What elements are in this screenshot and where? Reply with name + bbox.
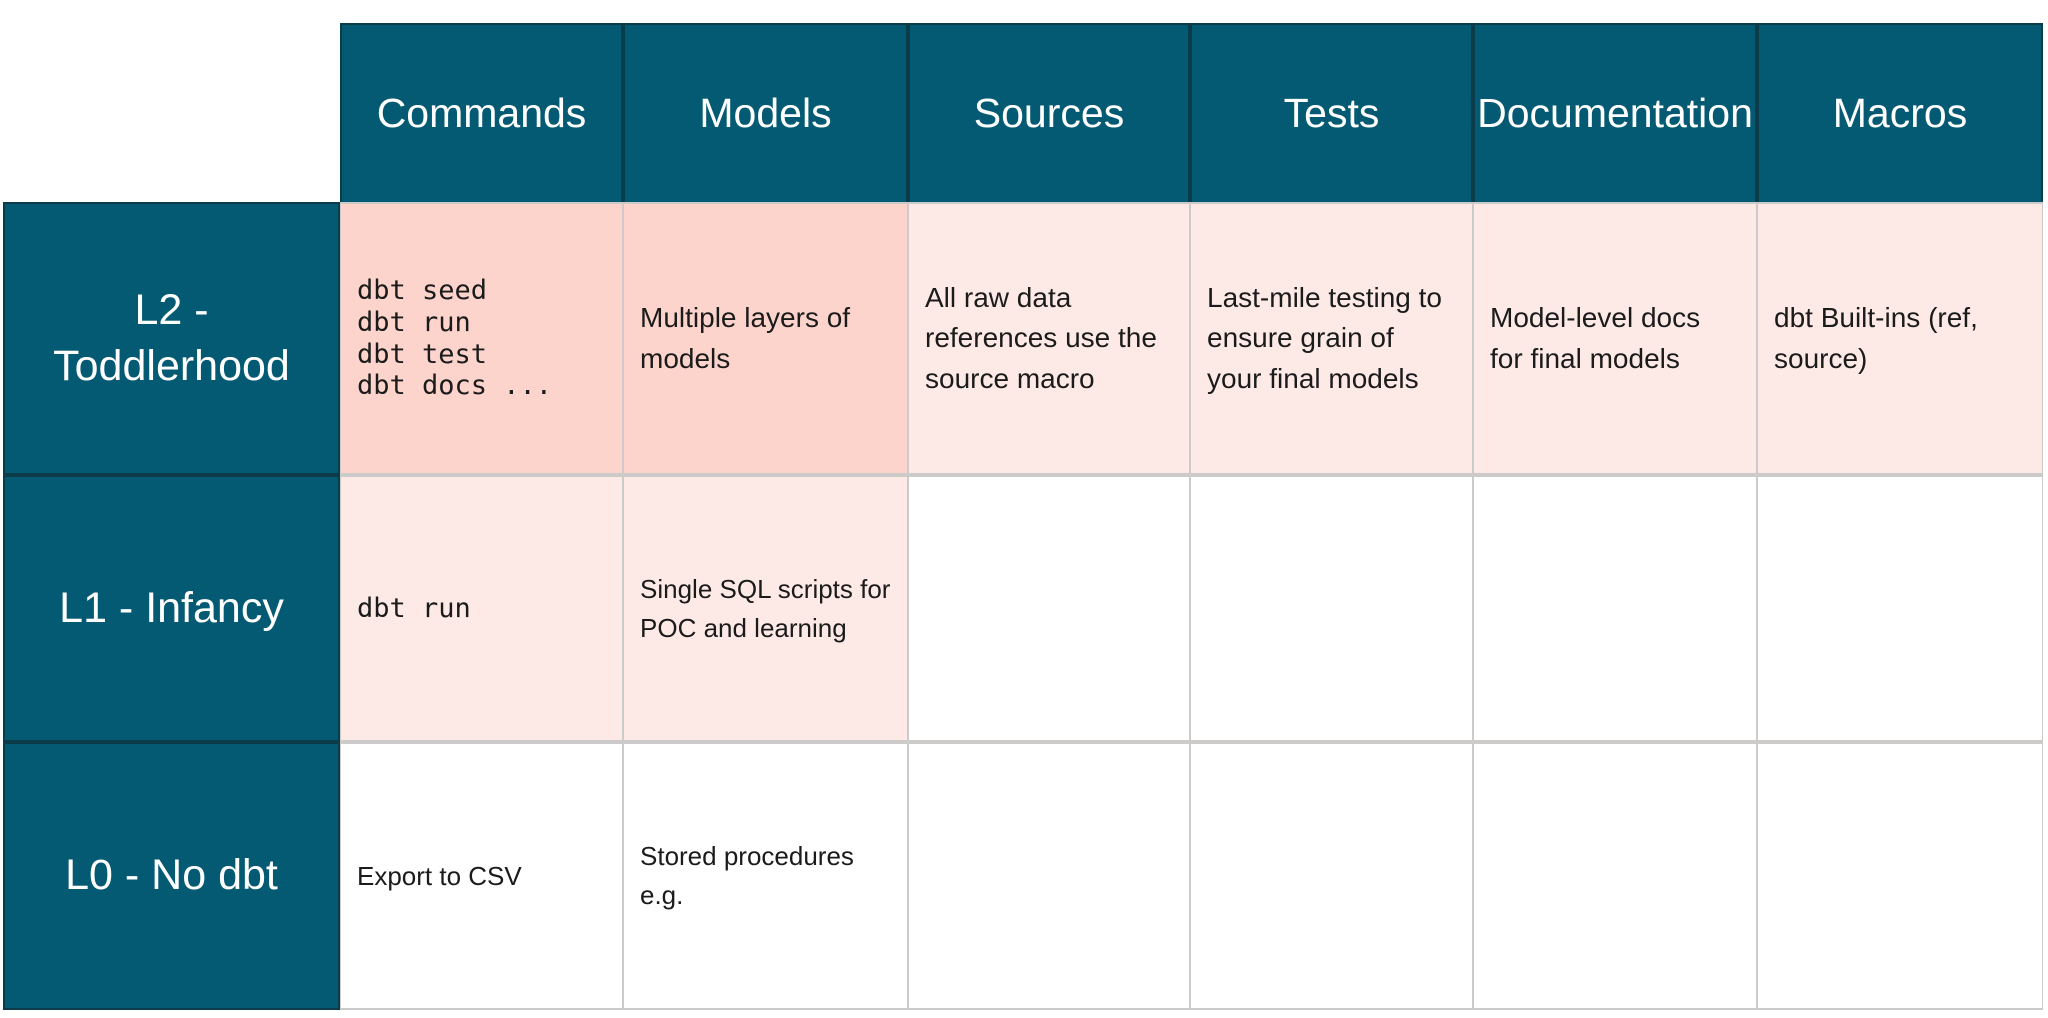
cell-l0-documentation — [1473, 742, 1757, 1010]
table-row-l0-no-dbt: L0 - No dbt Export to CSV Stored procedu… — [3, 742, 2043, 1010]
table-row-l1-infancy: L1 - Infancy dbt run Single SQL scripts … — [3, 475, 2043, 742]
cell-l2-macros: dbt Built-ins (ref, source) — [1757, 202, 2043, 475]
col-header-macros: Macros — [1757, 23, 2043, 202]
cell-l0-tests — [1190, 742, 1473, 1010]
table-row-l2-toddlerhood: L2 - Toddlerhood dbt seed dbt run dbt te… — [3, 202, 2043, 475]
cell-l1-documentation — [1473, 475, 1757, 742]
col-header-models: Models — [623, 23, 908, 202]
dbt-maturity-matrix-table: Commands Models Sources Tests Documentat… — [3, 23, 2043, 1010]
cell-l2-tests: Last-mile testing to ensure grain of you… — [1190, 202, 1473, 475]
cell-l0-sources — [908, 742, 1190, 1010]
col-header-sources: Sources — [908, 23, 1190, 202]
cell-l0-models: Stored procedures e.g. — [623, 742, 908, 1010]
cell-l2-documentation: Model-level docs for final models — [1473, 202, 1757, 475]
column-header-row: Commands Models Sources Tests Documentat… — [3, 23, 2043, 202]
cell-l2-commands: dbt seed dbt run dbt test dbt docs ... — [340, 202, 623, 475]
col-header-commands: Commands — [340, 23, 623, 202]
cell-l1-tests — [1190, 475, 1473, 742]
col-header-tests: Tests — [1190, 23, 1473, 202]
cell-l1-sources — [908, 475, 1190, 742]
cell-l0-macros — [1757, 742, 2043, 1010]
row-header-l1-infancy: L1 - Infancy — [3, 475, 340, 742]
cell-l0-commands: Export to CSV — [340, 742, 623, 1010]
corner-cell — [3, 23, 340, 202]
cell-l1-macros — [1757, 475, 2043, 742]
cell-l1-commands: dbt run — [340, 475, 623, 742]
row-header-l0-no-dbt: L0 - No dbt — [3, 742, 340, 1010]
cell-l2-models: Multiple layers of models — [623, 202, 908, 475]
cell-l2-sources: All raw data references use the source m… — [908, 202, 1190, 475]
cell-l1-models: Single SQL scripts for POC and learning — [623, 475, 908, 742]
row-header-l2-toddlerhood: L2 - Toddlerhood — [3, 202, 340, 475]
col-header-documentation: Documentation — [1473, 23, 1757, 202]
